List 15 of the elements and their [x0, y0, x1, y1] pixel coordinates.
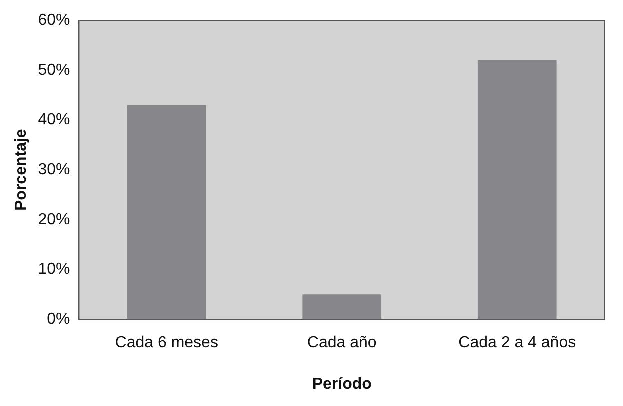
y-tick-label: 30% — [38, 162, 70, 179]
y-tick-label: 40% — [38, 112, 70, 129]
bar — [478, 60, 557, 320]
y-tick-label: 10% — [38, 261, 70, 278]
y-tick-label: 50% — [38, 62, 70, 79]
bar — [302, 294, 382, 320]
x-tick-label: Cada 6 meses — [115, 334, 218, 352]
y-tick-label: 60% — [38, 12, 70, 30]
y-tick-label: 0% — [47, 311, 70, 328]
x-tick-label: Cada año — [307, 334, 377, 352]
x-axis-title: Período — [312, 376, 372, 393]
bar — [127, 105, 206, 320]
x-tick-label: Cada 2 a 4 años — [458, 334, 576, 352]
y-tick-label: 20% — [38, 211, 70, 228]
y-axis-title: Porcentaje — [13, 129, 30, 212]
